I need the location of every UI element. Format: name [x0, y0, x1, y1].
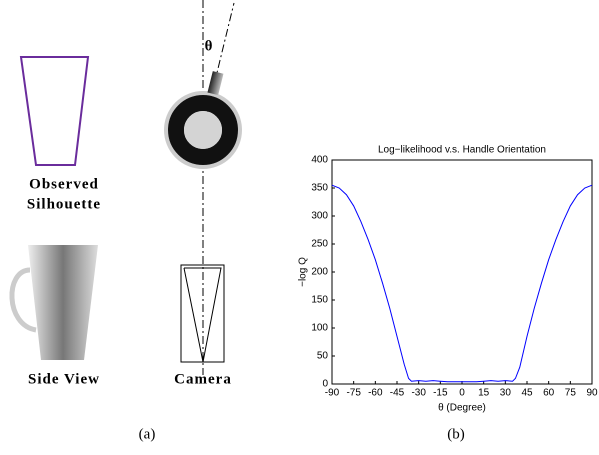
x-tick-label: -15 [433, 388, 448, 399]
x-tick-label: -75 [346, 388, 361, 399]
y-tick-label: 100 [311, 323, 328, 334]
cup-top [168, 95, 238, 165]
label: Silhouette [27, 196, 101, 212]
label: Observed [29, 176, 99, 192]
x-tick-label: 90 [586, 388, 598, 399]
y-tick-label: 300 [311, 211, 328, 222]
x-tick-label: -60 [368, 388, 383, 399]
y-label: −log Q [298, 257, 309, 287]
y-tick-label: 400 [311, 155, 328, 166]
x-tick-label: 45 [521, 388, 533, 399]
x-tick-label: 75 [565, 388, 577, 399]
caption: (b) [447, 426, 465, 442]
x-tick-label: 15 [478, 388, 490, 399]
x-tick-label: -30 [411, 388, 426, 399]
cup-side [28, 245, 98, 360]
y-tick-label: 200 [311, 267, 328, 278]
x-tick-label: 60 [543, 388, 555, 399]
x-tick-label: 30 [500, 388, 512, 399]
caption: (a) [139, 426, 156, 442]
theta: θ [205, 38, 214, 54]
line [331, 184, 593, 383]
label: Camera [174, 371, 232, 387]
x-tick-label: 0 [459, 388, 465, 399]
plot-frame [331, 159, 593, 385]
y-tick-label: 50 [317, 351, 329, 362]
y-tick-label: 0 [322, 379, 328, 390]
x-label: θ (Degree) [438, 403, 486, 414]
label: Side View [28, 371, 100, 387]
chart-title: Log−likelihood v.s. Handle Orientation [378, 145, 546, 156]
handle-top [207, 71, 224, 96]
x-tick-label: -90 [325, 388, 340, 399]
y-tick-label: 350 [311, 183, 328, 194]
cup-rim [164, 91, 242, 169]
y-tick-label: 250 [311, 239, 328, 250]
camera-view [183, 267, 222, 363]
silhouette [19, 56, 90, 166]
handle [9, 267, 37, 333]
y-tick-label: 150 [311, 295, 328, 306]
cup-inside [184, 111, 222, 149]
x-tick-label: -45 [390, 388, 405, 399]
